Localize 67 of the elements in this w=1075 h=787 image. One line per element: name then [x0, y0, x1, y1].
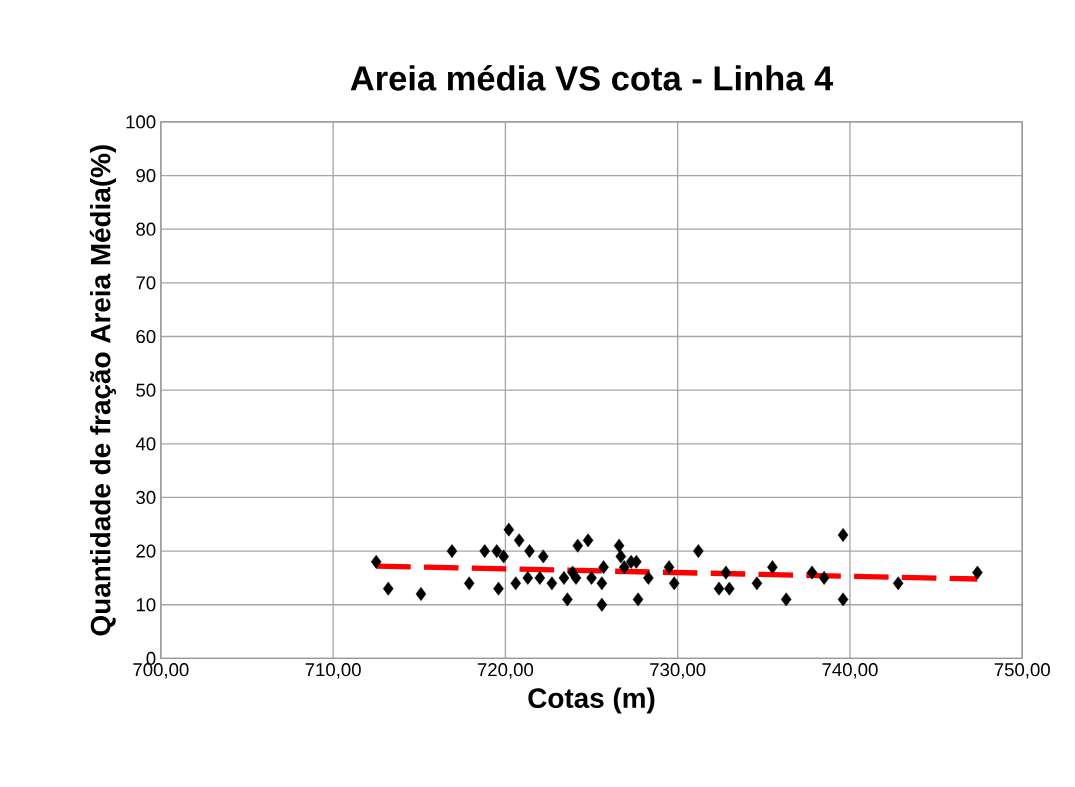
- y-tick-label: 80: [136, 222, 156, 236]
- y-axis-title: Quantidade de fração Areia Média(%): [89, 145, 117, 636]
- y-tick-label: 20: [136, 544, 156, 558]
- point: [493, 581, 504, 596]
- point: [491, 544, 503, 558]
- point: [596, 576, 608, 591]
- point: [498, 549, 509, 564]
- point: [415, 587, 427, 601]
- point: [767, 560, 778, 575]
- point: [724, 581, 735, 596]
- point: [510, 576, 521, 591]
- point: [663, 560, 675, 575]
- point: [463, 576, 475, 591]
- point: [837, 592, 849, 607]
- point: [538, 549, 549, 564]
- point: [586, 570, 597, 585]
- point: [382, 581, 394, 596]
- y-tick-label: 50: [136, 383, 156, 397]
- point: [513, 533, 525, 548]
- point: [370, 554, 382, 569]
- point: [546, 576, 558, 591]
- chart-title: Areia média VS cota - Linha 4: [350, 64, 834, 91]
- y-tick-label: 60: [136, 329, 156, 344]
- point: [582, 533, 594, 548]
- y-tick-label: 40: [135, 437, 156, 451]
- point: [643, 570, 654, 585]
- point: [572, 538, 583, 553]
- y-tick-label: 10: [136, 598, 156, 612]
- point: [892, 576, 904, 591]
- point: [632, 592, 644, 607]
- point: [534, 570, 546, 585]
- x-tick-label: 710,00: [305, 663, 361, 679]
- point: [818, 570, 830, 585]
- point: [837, 528, 849, 542]
- x-tick-label: 730,00: [650, 663, 706, 679]
- point: [613, 538, 625, 553]
- y-tick-label: 0: [146, 651, 156, 665]
- x-tick-label: 700,00: [133, 663, 189, 679]
- x-tick-label: 740,00: [822, 663, 878, 679]
- point: [562, 592, 573, 607]
- point: [713, 581, 725, 596]
- y-tick-label: 70: [136, 276, 156, 290]
- point: [780, 592, 792, 607]
- point: [806, 565, 818, 580]
- point: [524, 544, 535, 558]
- y-tick-label: 90: [136, 168, 156, 183]
- point: [522, 570, 534, 585]
- point: [631, 554, 642, 569]
- y-tick-label: 100: [126, 115, 156, 129]
- point: [668, 576, 680, 591]
- x-tick-label: 720,00: [477, 663, 534, 679]
- point: [479, 544, 490, 558]
- point: [503, 522, 515, 537]
- point: [720, 565, 732, 580]
- x-tick-label: 750,00: [994, 663, 1050, 679]
- point: [570, 570, 582, 585]
- x-axis-title: Cotas (m): [528, 687, 655, 714]
- point: [619, 560, 630, 575]
- point: [615, 549, 627, 564]
- point: [446, 544, 458, 558]
- point: [558, 570, 570, 585]
- point: [598, 560, 609, 575]
- point: [596, 597, 608, 612]
- y-tick-label: 30: [136, 490, 156, 504]
- point: [751, 576, 763, 591]
- point: [972, 565, 983, 580]
- point: [693, 544, 704, 558]
